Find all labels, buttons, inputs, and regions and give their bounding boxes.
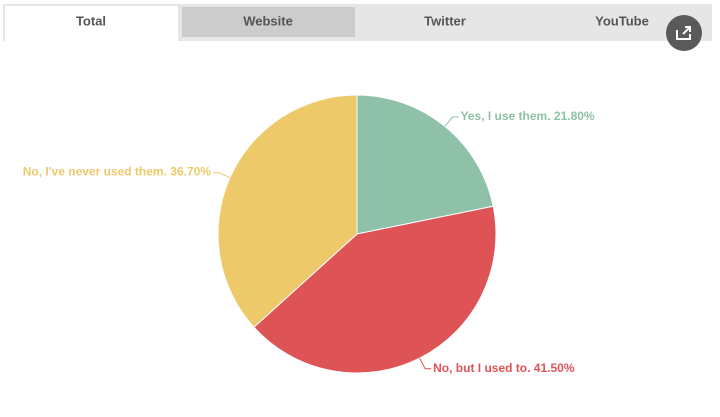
leader-line [419,357,432,370]
leader-line [212,172,231,179]
leader-line [444,116,459,127]
label-value: 36.70% [170,165,211,179]
data-label: No, but I used to. 41.50% [433,361,575,375]
label-name: Yes, I use them. [461,109,551,123]
pie-slice [253,205,497,374]
tab[interactable]: Twitter [424,13,466,28]
label-value: 41.50% [534,361,575,375]
share-icon[interactable] [676,26,691,40]
tab[interactable]: YouTube [595,13,649,28]
label-name: No, I've never used them. [23,165,167,179]
share-button[interactable] [666,15,702,51]
tab-active[interactable] [5,6,178,41]
label-value: 21.80% [554,109,595,123]
pie-slice [217,94,358,328]
tab[interactable]: Website [243,13,293,28]
tab-hover[interactable] [182,7,355,37]
data-label: No, I've never used them. 36.70% [23,165,212,179]
tab[interactable]: Total [76,13,106,28]
data-label: Yes, I use them. 21.80% [461,109,595,123]
label-name: No, but I used to. [433,361,530,375]
